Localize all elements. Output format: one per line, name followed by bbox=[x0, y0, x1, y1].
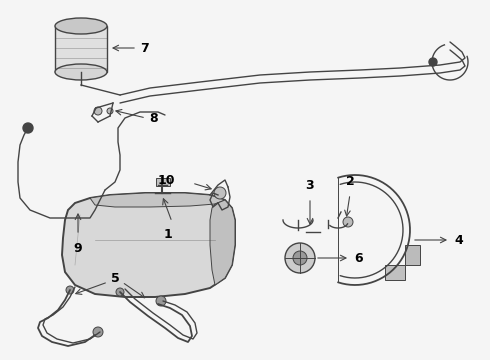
Circle shape bbox=[429, 58, 437, 66]
Text: 4: 4 bbox=[454, 234, 463, 247]
Text: 7: 7 bbox=[140, 41, 149, 54]
Circle shape bbox=[116, 288, 124, 296]
Text: 1: 1 bbox=[164, 228, 172, 241]
Text: 5: 5 bbox=[111, 271, 120, 284]
Circle shape bbox=[293, 251, 307, 265]
FancyBboxPatch shape bbox=[156, 178, 170, 186]
Polygon shape bbox=[210, 200, 235, 285]
Ellipse shape bbox=[55, 64, 107, 80]
FancyBboxPatch shape bbox=[55, 26, 107, 72]
Circle shape bbox=[23, 123, 33, 133]
Polygon shape bbox=[62, 193, 235, 297]
Text: 2: 2 bbox=[345, 175, 354, 188]
Circle shape bbox=[107, 108, 113, 114]
Circle shape bbox=[94, 107, 102, 115]
Circle shape bbox=[66, 286, 74, 294]
Text: 9: 9 bbox=[74, 242, 82, 255]
Polygon shape bbox=[90, 193, 225, 207]
Circle shape bbox=[285, 243, 315, 273]
FancyBboxPatch shape bbox=[405, 245, 420, 265]
Circle shape bbox=[214, 187, 226, 199]
FancyBboxPatch shape bbox=[385, 265, 405, 280]
Circle shape bbox=[156, 296, 166, 306]
Circle shape bbox=[93, 327, 103, 337]
Text: 3: 3 bbox=[306, 179, 314, 192]
Text: 6: 6 bbox=[354, 252, 363, 265]
Text: 8: 8 bbox=[149, 112, 158, 125]
Text: 10: 10 bbox=[158, 174, 175, 186]
Ellipse shape bbox=[55, 18, 107, 34]
Circle shape bbox=[343, 217, 353, 227]
